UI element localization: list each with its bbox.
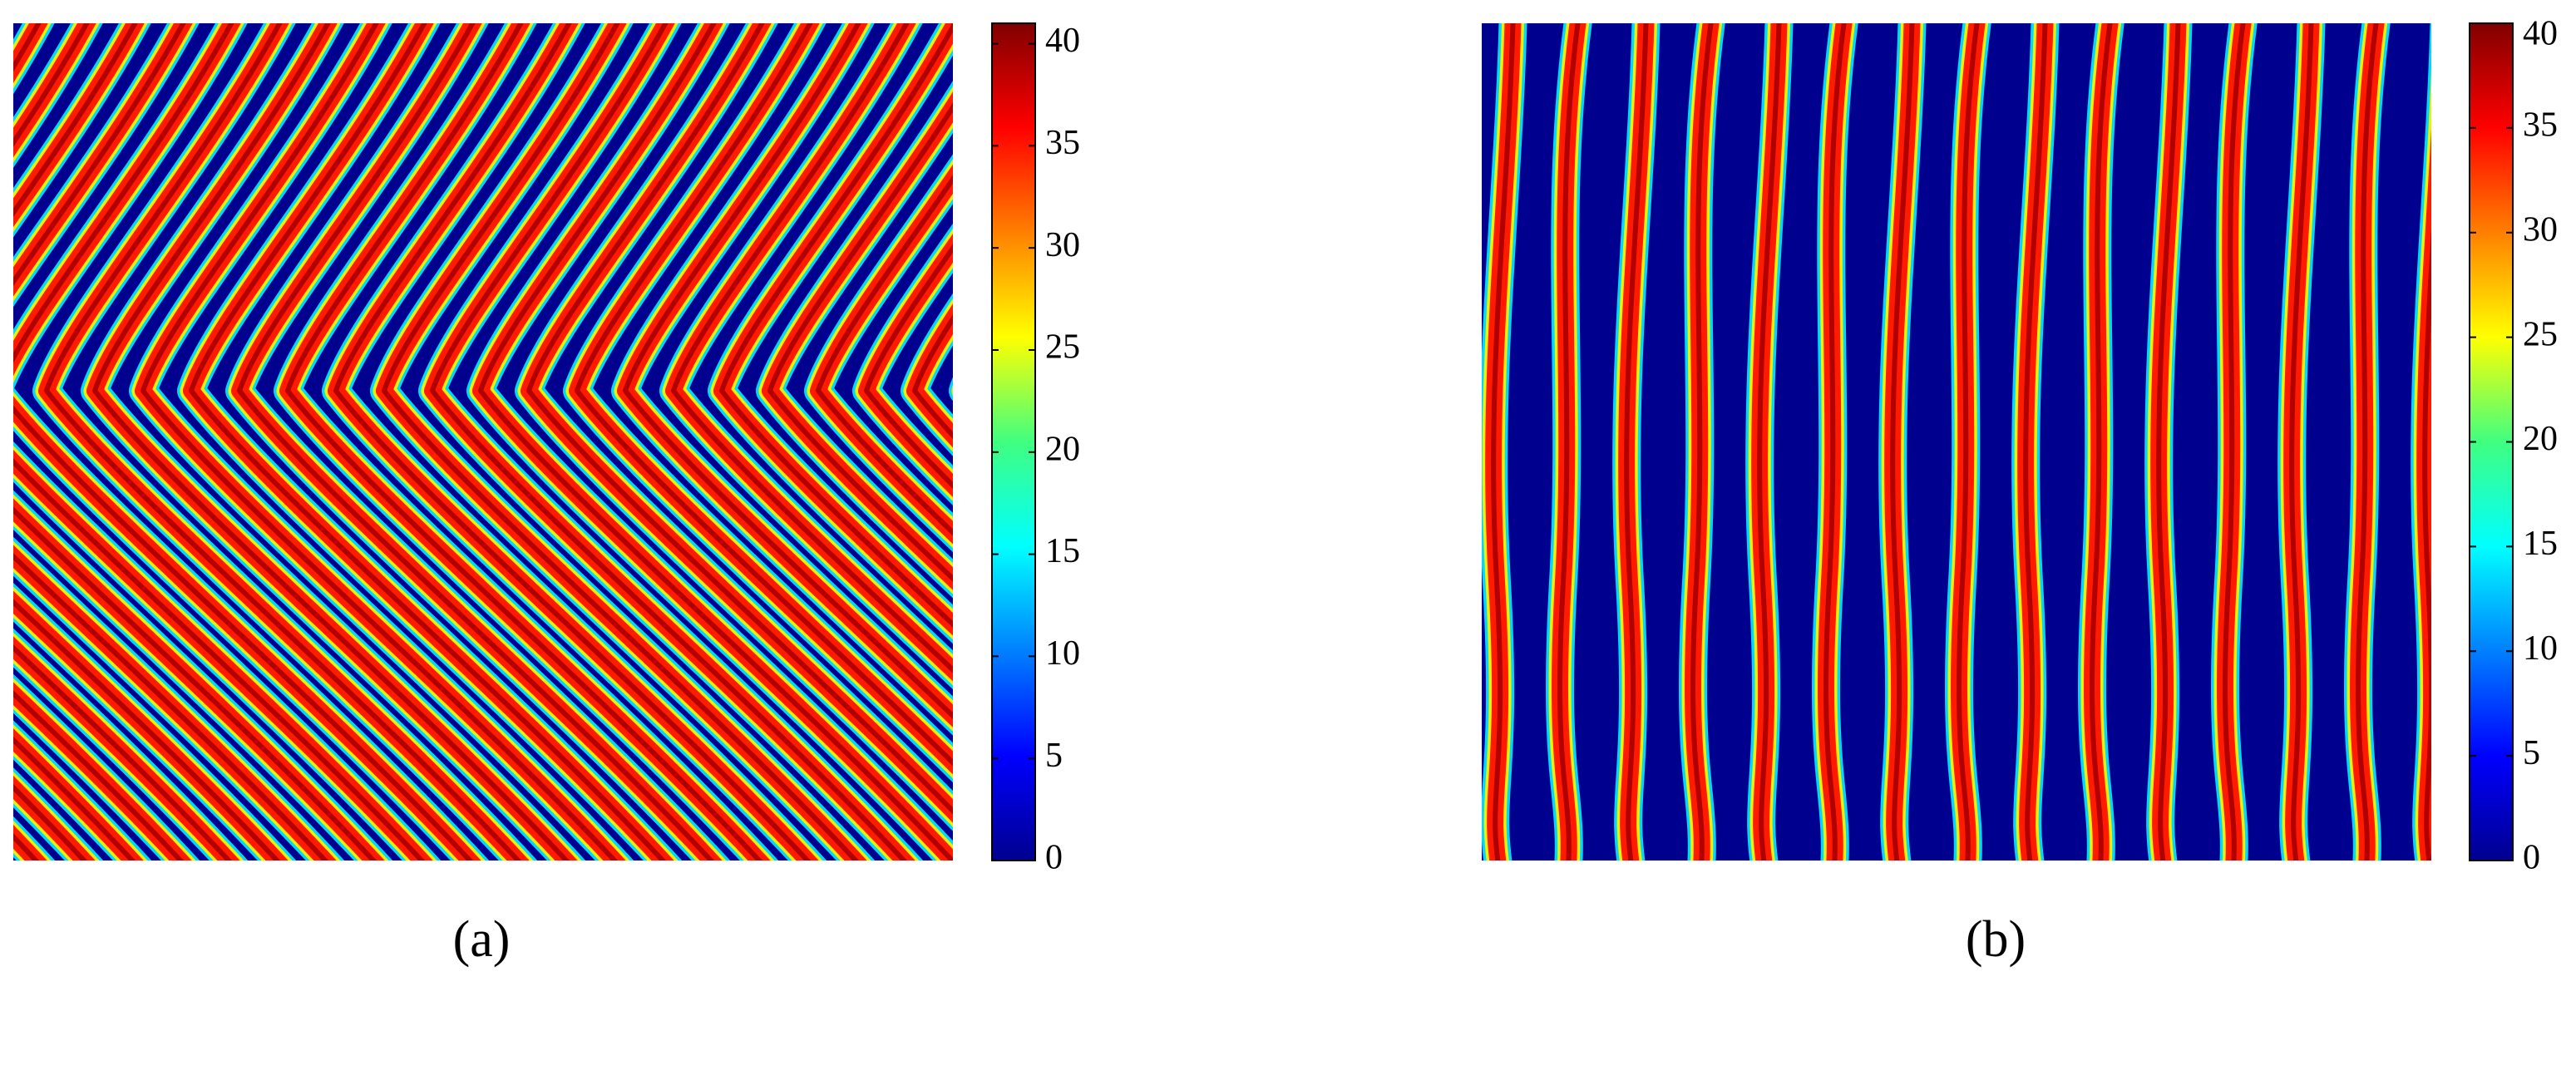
stripe — [13, 23, 426, 861]
stripe — [2356, 23, 2379, 861]
stripe — [92, 23, 570, 861]
stripe — [864, 244, 953, 490]
stripe — [2023, 23, 2048, 861]
stripe — [1823, 23, 1847, 861]
panel-label: (a) — [453, 911, 511, 968]
stripe — [1059, 8, 1550, 881]
colorbar-tick-label: 20 — [2523, 420, 2558, 458]
colorbar-tick-label: 5 — [2523, 734, 2540, 772]
stripe — [430, 23, 908, 861]
colorbar-tick-label: 25 — [2523, 315, 2558, 353]
stripe — [2223, 23, 2246, 861]
stripe — [1059, 8, 1550, 881]
colorbar-tick-label: 25 — [1045, 328, 1080, 367]
stripe — [719, 23, 953, 628]
stripe — [623, 23, 953, 720]
stripe — [963, 8, 1453, 881]
colorbar — [991, 22, 1036, 861]
stripe — [901, 293, 953, 456]
stripe — [13, 23, 281, 861]
stripe — [816, 175, 953, 536]
stripe — [285, 23, 763, 861]
stripe — [13, 644, 233, 861]
stripe — [189, 23, 667, 861]
stripe — [1557, 23, 1581, 861]
stripe — [2289, 23, 2314, 861]
stripe — [1011, 8, 1502, 881]
stripe — [903, 298, 953, 452]
stripe — [1059, 8, 1550, 881]
stripe — [1059, 8, 1550, 881]
stripe — [1957, 23, 1980, 861]
colorbar-tick-label: 10 — [1045, 634, 1080, 673]
colorbar-tick-label: 35 — [1045, 124, 1080, 162]
colorbar-tick-label: 35 — [2523, 106, 2558, 145]
colorbar — [2469, 22, 2514, 861]
stripe — [0, 8, 7, 881]
colorbar-tick-label: 0 — [1045, 839, 1063, 877]
stripe — [0, 8, 7, 881]
stripe — [1890, 23, 1915, 861]
stripe — [1690, 23, 1714, 861]
stripe — [1011, 8, 1502, 881]
colorbar-tick-label: 15 — [2523, 525, 2558, 563]
stripe — [141, 23, 619, 861]
colorbar-tick-label: 40 — [2523, 15, 2558, 53]
colorbar-tick-label: 5 — [1045, 737, 1063, 775]
stripe — [333, 23, 812, 861]
panel-label: (b) — [1966, 911, 2026, 968]
stripe — [382, 23, 860, 861]
stripe — [1011, 8, 1502, 881]
stripe — [2422, 227, 2431, 861]
stripe — [963, 8, 1453, 881]
colorbar-tick-label: 10 — [2523, 629, 2558, 668]
stripe — [767, 102, 953, 583]
stripe — [13, 23, 329, 861]
stripe — [44, 23, 522, 861]
stripe — [1624, 23, 1649, 861]
stripe — [1757, 23, 1782, 861]
stripe — [575, 23, 953, 767]
colorbar-tick-label: 40 — [1045, 22, 1080, 60]
stripe — [13, 23, 474, 861]
stripe — [912, 314, 953, 440]
heatmap-pattern — [1482, 23, 2431, 861]
stripe — [0, 8, 7, 881]
colorbar-tick-label: 15 — [1045, 532, 1080, 570]
stripe — [478, 23, 953, 861]
stripe — [13, 690, 185, 861]
stripe — [949, 377, 953, 402]
stripe — [1491, 23, 1516, 861]
colorbar-tick-label: 0 — [2523, 839, 2540, 877]
stripe — [13, 23, 378, 861]
stripe — [2090, 23, 2113, 861]
colorbar-tick-label: 30 — [2523, 210, 2558, 249]
stripe — [906, 303, 953, 448]
stripe — [1011, 8, 1502, 881]
stripe — [671, 23, 953, 673]
colorbar-tick-label: 30 — [1045, 226, 1080, 264]
heatmap-pattern — [0, 8, 1550, 881]
stripe — [951, 385, 953, 397]
stripe — [0, 8, 7, 881]
colorbar-tick-label: 20 — [1045, 430, 1080, 468]
stripe — [237, 23, 715, 861]
stripe — [2156, 23, 2181, 861]
stripe — [526, 23, 953, 815]
